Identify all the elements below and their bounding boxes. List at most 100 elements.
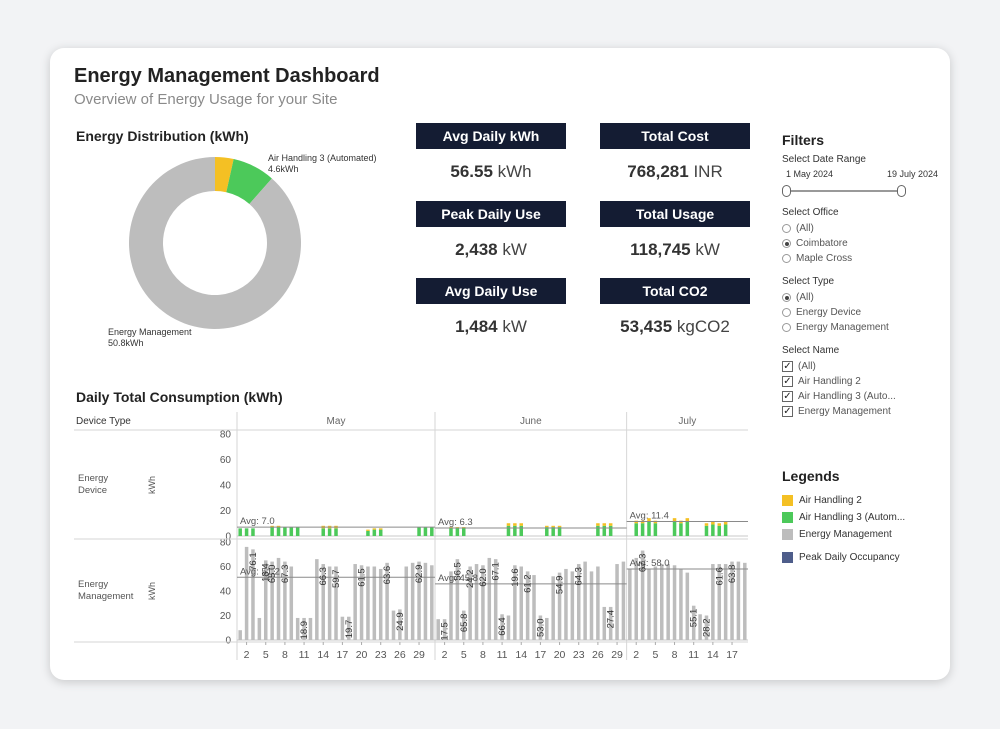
bar-em-69[interactable] (679, 568, 683, 640)
type-radio-all[interactable] (782, 293, 791, 302)
bar-air3-68[interactable] (672, 521, 677, 536)
date-range-slider[interactable] (782, 185, 906, 197)
donut-slice-0[interactable] (215, 157, 234, 193)
bar-em-31[interactable] (436, 619, 440, 640)
bar-em-42[interactable] (506, 615, 511, 641)
bar-air3-20[interactable] (366, 530, 370, 536)
bar-em-22[interactable] (378, 568, 383, 640)
bar-em-58[interactable] (608, 606, 613, 640)
bar-air2-42[interactable] (506, 523, 511, 526)
bar-em-33[interactable] (449, 571, 453, 640)
legend-item-energy-management[interactable]: Energy Management (782, 526, 947, 543)
bar-air2-48[interactable] (545, 525, 549, 528)
bar-em-13[interactable] (321, 564, 325, 640)
bar-em-75[interactable] (717, 564, 722, 640)
bar-em-23[interactable] (385, 562, 389, 640)
bar-air3-56[interactable] (596, 525, 600, 536)
bar-air2-76[interactable] (723, 521, 728, 525)
bar-air2-49[interactable] (551, 525, 555, 528)
bar-em-76[interactable] (723, 564, 728, 640)
bar-em-57[interactable] (602, 606, 607, 640)
name-option-all[interactable]: ✓ (All) (782, 359, 942, 374)
bar-em-2[interactable] (251, 549, 255, 640)
bar-air3-9[interactable] (295, 527, 300, 536)
bar-em-27[interactable] (410, 562, 415, 640)
bar-em-36[interactable] (468, 566, 472, 641)
bar-em-56[interactable] (596, 566, 600, 641)
name-checkbox-all[interactable]: ✓ (782, 361, 793, 372)
office-radio-coimbatore[interactable] (782, 239, 791, 248)
bar-em-64[interactable] (647, 568, 651, 640)
bar-em-66[interactable] (660, 564, 664, 640)
bar-air3-0[interactable] (238, 528, 242, 536)
bar-em-16[interactable] (340, 616, 345, 640)
bar-air2-69[interactable] (679, 520, 683, 524)
bar-em-21[interactable] (372, 566, 377, 641)
bar-em-20[interactable] (366, 566, 370, 641)
bar-em-8[interactable] (289, 566, 294, 641)
donut-slice-1[interactable] (226, 159, 272, 204)
bar-em-26[interactable] (404, 566, 409, 641)
bar-em-30[interactable] (430, 565, 434, 640)
bar-em-45[interactable] (525, 571, 530, 640)
bar-em-4[interactable] (263, 560, 268, 640)
bar-air3-69[interactable] (679, 523, 683, 536)
office-option-maple-cross[interactable]: Maple Cross (782, 251, 942, 266)
bar-air2-50[interactable] (557, 525, 562, 528)
bar-em-37[interactable] (474, 564, 479, 640)
type-radio-energy-device[interactable] (782, 308, 791, 317)
legend-item-air-handling-3[interactable]: Air Handling 3 (Autom... (782, 509, 947, 526)
bar-air3-13[interactable] (321, 528, 325, 536)
bar-air3-29[interactable] (423, 527, 428, 536)
office-option-all[interactable]: (All) (782, 221, 942, 236)
bar-air2-58[interactable] (608, 523, 613, 526)
bar-air2-75[interactable] (717, 523, 722, 526)
bar-em-41[interactable] (500, 614, 504, 640)
bar-em-6[interactable] (276, 557, 281, 640)
bar-em-44[interactable] (519, 566, 524, 641)
bar-em-29[interactable] (423, 562, 428, 640)
name-checkbox-energy-management[interactable]: ✓ (782, 406, 793, 417)
bar-air3-76[interactable] (723, 524, 728, 536)
bar-air3-33[interactable] (449, 528, 453, 536)
bar-air2-6[interactable] (276, 525, 281, 528)
bar-em-19[interactable] (359, 565, 364, 640)
date-range-start-handle[interactable] (782, 185, 791, 197)
bar-air3-6[interactable] (276, 527, 281, 536)
bar-air3-34[interactable] (455, 528, 460, 536)
bar-em-53[interactable] (576, 564, 581, 640)
office-radio-maple-cross[interactable] (782, 254, 791, 263)
bar-air3-43[interactable] (513, 525, 517, 536)
bar-air3-42[interactable] (506, 525, 511, 536)
bar-em-48[interactable] (545, 617, 549, 640)
name-checkbox-air-handling-3[interactable]: ✓ (782, 391, 793, 402)
bar-em-54[interactable] (583, 561, 587, 640)
bar-air3-74[interactable] (711, 524, 715, 536)
donut-slice-2[interactable] (128, 157, 301, 329)
bar-em-52[interactable] (570, 571, 575, 640)
bar-air2-64[interactable] (647, 518, 651, 522)
bar-air3-50[interactable] (557, 527, 562, 536)
bar-em-46[interactable] (532, 575, 536, 640)
bar-em-3[interactable] (257, 617, 262, 640)
bar-em-28[interactable] (417, 561, 421, 640)
bar-air2-68[interactable] (672, 518, 677, 522)
bar-air3-62[interactable] (634, 523, 638, 536)
bar-em-78[interactable] (736, 561, 741, 640)
bar-em-1[interactable] (244, 546, 249, 640)
bar-air2-44[interactable] (519, 523, 524, 526)
bar-air3-8[interactable] (289, 527, 294, 536)
bar-air3-63[interactable] (640, 523, 645, 536)
bar-em-59[interactable] (615, 564, 619, 640)
bar-em-9[interactable] (295, 617, 300, 640)
bar-em-50[interactable] (557, 572, 562, 640)
bar-em-65[interactable] (653, 566, 658, 641)
bar-em-49[interactable] (551, 576, 555, 640)
bar-air2-21[interactable] (372, 528, 377, 530)
name-option-air-handling-2[interactable]: ✓ Air Handling 2 (782, 374, 942, 389)
bar-air3-70[interactable] (685, 521, 690, 536)
bar-em-18[interactable] (353, 564, 357, 640)
bar-air3-28[interactable] (417, 527, 421, 536)
bar-air3-30[interactable] (430, 527, 434, 536)
